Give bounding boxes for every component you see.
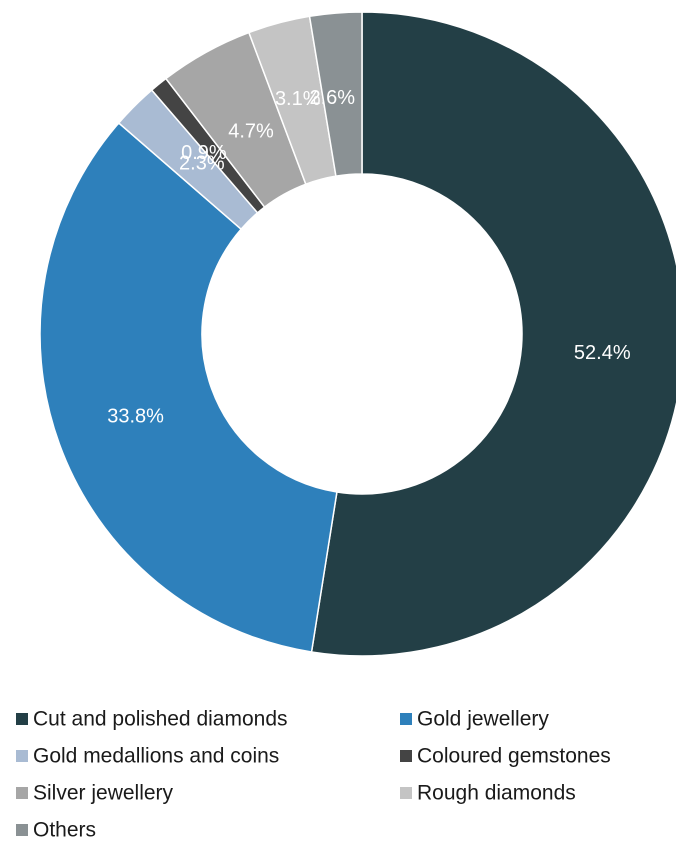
legend-label: Rough diamonds	[417, 782, 576, 805]
data-label-coloured-gemstones: 0.9%	[181, 142, 227, 164]
legend-swatch	[400, 713, 412, 725]
legend-label: Silver jewellery	[33, 782, 174, 805]
slice-gold-jewellery	[39, 121, 338, 653]
legend-item-gold-medallions-and-coins: Gold medallions and coins	[16, 745, 279, 768]
legend-item-cut-and-polished-diamonds: Cut and polished diamonds	[16, 708, 288, 731]
legend-label: Others	[33, 819, 96, 842]
legend-item-coloured-gemstones: Coloured gemstones	[400, 745, 611, 768]
legend-item-others: Others	[16, 819, 96, 842]
legend: Cut and polished diamonds Gold jewellery G…	[16, 708, 611, 842]
legend-swatch	[16, 713, 28, 725]
slice-cut-and-polished-diamonds	[310, 11, 676, 657]
legend-swatch	[400, 750, 412, 762]
data-label-rough-diamonds: 3.1%	[275, 88, 321, 110]
data-label-others: 2.6%	[310, 87, 356, 109]
legend-label: Coloured gemstones	[417, 745, 611, 768]
legend-swatch	[16, 787, 28, 799]
legend-label: Gold jewellery	[417, 708, 549, 731]
legend-item-rough-diamonds: Rough diamonds	[400, 782, 576, 805]
donut-slices	[39, 11, 676, 657]
data-label-gold-medallions-and-coins: 2.3%	[179, 152, 225, 174]
legend-item-gold-jewellery: Gold jewellery	[400, 708, 549, 731]
legend-swatch	[16, 750, 28, 762]
legend-label: Gold medallions and coins	[33, 745, 279, 768]
slice-labels: 52.4% 33.8% 2.3%0.9%4.7%3.1%2.6%	[107, 87, 631, 428]
legend-label: Cut and polished diamonds	[33, 708, 288, 731]
legend-item-silver-jewellery: Silver jewellery	[16, 782, 174, 805]
slice-others	[308, 11, 363, 178]
data-label-cut-and-polished-diamonds: 52.4%	[574, 342, 631, 364]
data-label-silver-jewellery: 4.7%	[228, 120, 274, 142]
legend-swatch	[16, 824, 28, 836]
legend-swatch	[400, 787, 412, 799]
data-label-gold-jewellery: 33.8%	[107, 406, 164, 428]
